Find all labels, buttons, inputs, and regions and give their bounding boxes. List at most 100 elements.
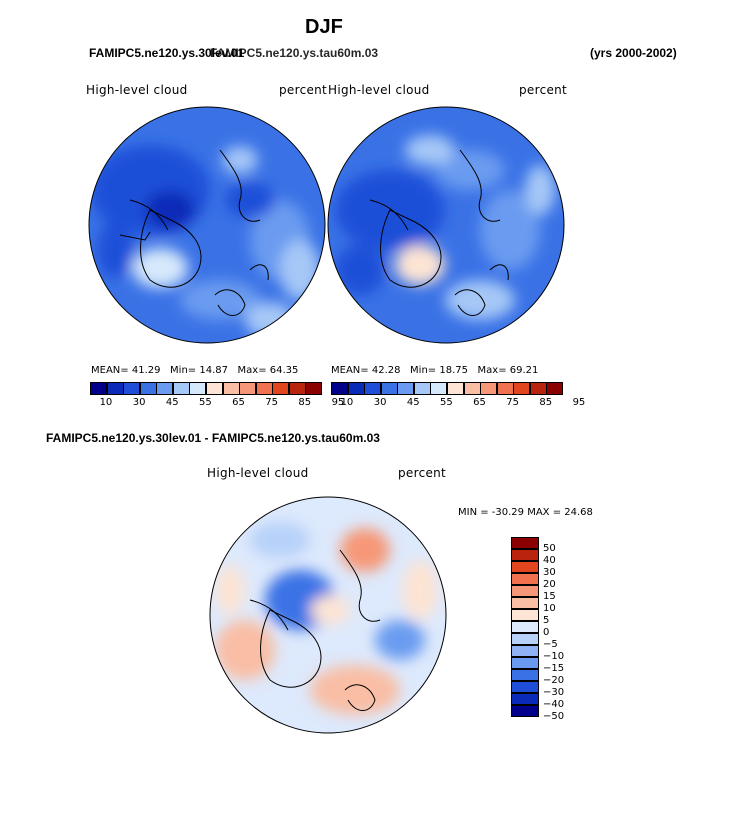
- panel1-map: [89, 107, 325, 343]
- panel2-colorbar-cell: [331, 382, 349, 395]
- panel1-coastlines: [119, 149, 269, 316]
- panel2-colorbar-cell: [529, 382, 547, 395]
- panel3-colorbar-tick-label: 5: [543, 615, 550, 626]
- panel1-colorbar-cell: [206, 382, 224, 395]
- header-case-a: FAMIPC5.ne120.ys.30lev.01: [89, 46, 245, 60]
- panel3-map: [210, 497, 446, 733]
- panel3-colorbar-cell: [511, 609, 539, 621]
- panel2-stats: MEAN= 42.28 Min= 18.75 Max= 69.21: [331, 365, 538, 376]
- panel2-colorbar-tick-label: 65: [473, 397, 486, 408]
- panel1-colorbar-tick-label: 10: [99, 397, 113, 408]
- panel1-colorbar: [90, 382, 323, 395]
- panel2-min-label: Min=: [410, 365, 437, 376]
- panel3-colorbar-cell: [511, 645, 539, 657]
- panel2-colorbar-tick-label: 30: [373, 397, 387, 408]
- panel2-mean-label: MEAN=: [331, 365, 369, 376]
- panel2-map: [328, 107, 564, 343]
- panel3-colorbar-cell: [511, 561, 539, 573]
- panel2-colorbar-tick-label: 95: [572, 397, 586, 408]
- panel3-colorbar-tick-label: 30: [543, 567, 556, 578]
- panel2-mean-value: 42.28: [371, 365, 401, 376]
- panel1-mean-label: MEAN=: [91, 365, 129, 376]
- panel1-colorbar-cell: [255, 382, 273, 395]
- figure-title: DJF: [305, 16, 343, 38]
- panel1-map-border: [88, 106, 326, 344]
- panel1-max-value: 64.35: [269, 365, 299, 376]
- panel2-colorbar-ticks: 10 30 45 55 65 75 85 95: [331, 397, 586, 409]
- panel2-colorbar-cell: [430, 382, 448, 395]
- panel1-min-value: 14.87: [199, 365, 228, 376]
- header-years: (yrs 2000-2002): [590, 46, 677, 60]
- panel3-colorbar-cell: [511, 681, 539, 693]
- panel2-colorbar-tick-label: 75: [506, 397, 520, 408]
- panel1-colorbar-cell: [139, 382, 157, 395]
- panel2-colorbar-cell: [463, 382, 481, 395]
- panel2-max-label: Max=: [477, 365, 507, 376]
- panel1-colorbar-tick-label: 30: [132, 397, 146, 408]
- panel3-contours: [215, 522, 438, 715]
- panel2-colorbar-cell: [513, 382, 531, 395]
- panel2-colorbar: [331, 382, 564, 395]
- panel1-colorbar-ticks: 10 30 45 55 65 75 85 95: [90, 397, 345, 409]
- panel2-colorbar-cell: [447, 382, 465, 395]
- panel3-colorbar-tick-label: −15: [543, 663, 565, 674]
- panel2-colorbar-cell: [364, 382, 382, 395]
- panel1-variable-label: High-level cloud: [86, 83, 188, 97]
- panel2-variable-label: High-level cloud: [328, 83, 430, 97]
- panel1-colorbar-cell: [288, 382, 306, 395]
- panel3-colorbar-cell: [511, 549, 539, 561]
- panel2-colorbar-cell: [413, 382, 431, 395]
- panel1-colorbar-cell: [272, 382, 290, 395]
- panel3-colorbar-cell: [511, 669, 539, 681]
- panel1-colorbar-cell: [90, 382, 108, 395]
- panel3-colorbar: 50 40 30 20 15 10 5 0 −5 −10 −15 −20 −30 −40 −50: [511, 537, 591, 723]
- panel3-colorbar-tick-label: −40: [543, 699, 565, 710]
- panel2-colorbar-tick-label: 45: [406, 397, 420, 408]
- panel3-colorbar-tick-label: 15: [543, 591, 556, 602]
- panel3-colorbar-tick-label: −5: [543, 639, 558, 650]
- panel1-colorbar-tick-label: 55: [199, 397, 212, 408]
- panel2-colorbar-tick-label: 10: [340, 397, 354, 408]
- panel3-colorbar-cell: [511, 573, 539, 585]
- panel2-map-border: [327, 106, 565, 344]
- panel2-units-label: percent: [519, 83, 568, 97]
- panel1-colorbar-tick-label: 95: [331, 397, 345, 408]
- panel3-colorbar-cell: [511, 693, 539, 705]
- panel2-colorbar-cell: [546, 382, 564, 395]
- panel3-colorbar-tick-label: −10: [543, 651, 565, 662]
- panel1-stats: MEAN= 41.29 Min= 14.87 Max= 64.35: [91, 365, 298, 376]
- panel1-contours: [90, 145, 320, 338]
- panel3-colorbar-cell: [511, 633, 539, 645]
- panel3-units-label: percent: [398, 466, 447, 480]
- panel3-colorbar-tick-label: −20: [543, 675, 565, 686]
- panel3-colorbar-tick-label: −30: [543, 687, 565, 698]
- panel1-colorbar-cell: [106, 382, 124, 395]
- panel1-mean-value: 41.29: [131, 365, 161, 376]
- panel3-colorbar-cell: [511, 705, 539, 717]
- panel3-stats: MIN = -30.29 MAX = 24.68: [458, 507, 593, 518]
- panel2-colorbar-cell: [347, 382, 365, 395]
- panel3-colorbar-tick-label: −50: [543, 711, 565, 722]
- panel2-max-value: 69.21: [509, 365, 539, 376]
- panel1-colorbar-cell: [172, 382, 190, 395]
- panel1-colorbar-cell: [222, 382, 240, 395]
- panel2-colorbar-cell: [480, 382, 498, 395]
- panel3-variable-label: High-level cloud: [207, 466, 309, 480]
- header-case-b: FAMIPC5.ne120.ys.tau60m.03: [210, 46, 379, 60]
- panel3-map-border: [209, 496, 447, 734]
- panel3-colorbar-tick-label: 0: [543, 627, 550, 638]
- panel2-colorbar-cell: [496, 382, 514, 395]
- panel1-colorbar-cell: [156, 382, 174, 395]
- panel2-base-field: [328, 107, 564, 343]
- panel1-units-label: percent: [279, 83, 328, 97]
- panel1-colorbar-tick-label: 65: [232, 397, 245, 408]
- panel1-colorbar-tick-label: 45: [165, 397, 179, 408]
- panel2-colorbar-cell: [380, 382, 398, 395]
- panel2-colorbar-tick-label: 55: [440, 397, 453, 408]
- panel2-min-value: 18.75: [439, 365, 468, 376]
- panel1-colorbar-tick-label: 85: [298, 397, 312, 408]
- diff-title: FAMIPC5.ne120.ys.30lev.01 - FAMIPC5.ne12…: [46, 431, 380, 445]
- panel1-colorbar-cell: [189, 382, 207, 395]
- panel3-colorbar-tick-label: 10: [543, 603, 556, 614]
